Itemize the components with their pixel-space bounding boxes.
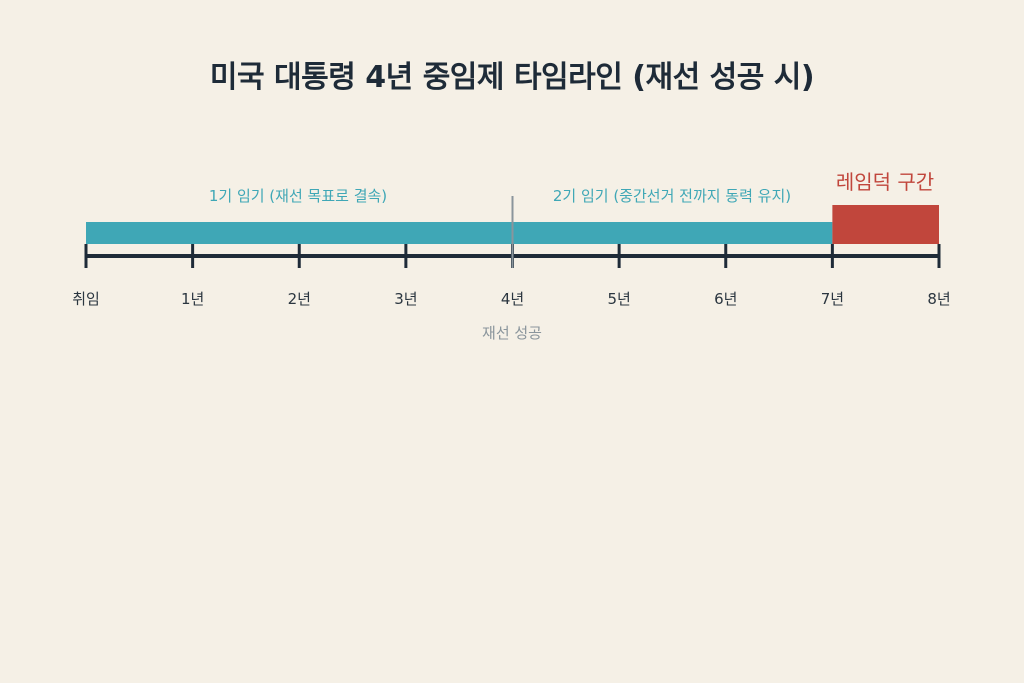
lameduck-label: 레임덕 구간 (836, 170, 934, 194)
term2-label: 2기 임기 (중간선거 전까지 동력 유지) (553, 187, 791, 205)
reelection-marker-label: 재선 성공 (482, 324, 542, 342)
term1-label: 1기 임기 (재선 목표로 결속) (209, 187, 387, 205)
timeline-segment-0 (86, 222, 513, 244)
page-title: 미국 대통령 4년 중임제 타임라인 (재선 성공 시) (209, 60, 815, 95)
axis-tick-label-4: 4년 (501, 290, 524, 308)
axis-tick-label-8: 8년 (927, 290, 950, 308)
timeline-segment-2 (832, 205, 939, 244)
axis-tick-label-0: 취임 (72, 290, 100, 308)
axis-tick-label-7: 7년 (821, 290, 844, 308)
timeline-tick-labels: 취임 1년 2년 3년 4년 5년 6년 7년 8년 (72, 290, 950, 308)
axis-tick-label-1: 1년 (181, 290, 204, 308)
axis-tick-label-6: 6년 (714, 290, 737, 308)
timeline-bars (86, 205, 939, 244)
axis-tick-label-3: 3년 (394, 290, 417, 308)
axis-tick-label-2: 2년 (288, 290, 311, 308)
timeline-segment-1 (512, 222, 833, 244)
timeline-ticks (84, 244, 941, 268)
axis-tick-label-5: 5년 (607, 290, 630, 308)
